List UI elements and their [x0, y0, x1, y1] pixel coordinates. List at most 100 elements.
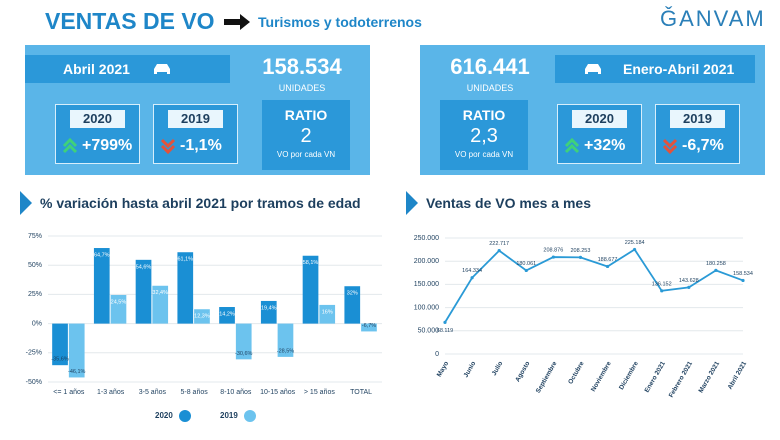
x-tick-label: 1-3 años [97, 389, 125, 396]
x-tick-label: Noviembre [590, 360, 613, 393]
comparison-change: -6,7% [682, 137, 724, 154]
point [605, 264, 610, 269]
value-label: 208.253 [571, 248, 591, 254]
bar [135, 259, 152, 324]
bar [194, 309, 210, 324]
comparison: 2019 -1,1% [153, 104, 238, 164]
comparison-year: 2020 [572, 110, 627, 128]
value-label: 180.258 [706, 261, 726, 267]
x-tick-label: Diciembre [618, 360, 640, 391]
line [444, 248, 744, 323]
ratio-note: VO por cada VN [454, 150, 514, 159]
y-tick-label: 100.000 [414, 304, 439, 311]
ratio-value: 2 [300, 125, 312, 147]
point [551, 255, 555, 259]
point [633, 247, 637, 252]
value-label: 14,2% [219, 311, 235, 317]
x-tick-label: 3-5 años [139, 389, 167, 396]
value-label: 19,4% [261, 305, 277, 311]
bar [235, 323, 252, 360]
down-icon [662, 138, 678, 155]
car-icon [585, 64, 601, 74]
bar [260, 300, 277, 324]
x-tick-label: Marzo 2021 [698, 360, 722, 394]
value-label: 188.677 [598, 257, 618, 263]
bar [219, 307, 235, 324]
ratio-label: RATIO [462, 107, 506, 123]
value-label: -28,5% [277, 348, 295, 354]
x-tick-label: Septiembre [535, 360, 559, 394]
x-tick-label: Julio [491, 360, 505, 377]
y-tick-label: -25% [26, 350, 42, 357]
units: 158.534 [262, 54, 342, 79]
point [524, 268, 528, 273]
point [470, 276, 474, 280]
bar [277, 323, 294, 357]
comparison-change: -1,1% [180, 137, 222, 154]
period-text: Enero-Abril 2021 [623, 61, 735, 77]
value-label: -35,6% [51, 357, 69, 363]
bar [110, 294, 127, 324]
comparison: 2020 +799% [55, 104, 140, 164]
point [687, 285, 691, 289]
legend-swatch [244, 410, 256, 422]
bar [361, 323, 377, 332]
point [497, 249, 501, 253]
y-tick-label: 200.000 [414, 258, 439, 265]
ratio: RATIO 2 VO por cada VN [262, 100, 350, 170]
car-icon [154, 64, 170, 74]
bar-chart: -50% -25% 0% 25% 50% 75% <= 1 años -35,6% -46,1%… [26, 233, 382, 422]
x-tick-label: 5-8 años [181, 389, 209, 396]
y-tick-label: 75% [28, 233, 42, 240]
value-label: 64,7% [94, 252, 110, 258]
chart-title: % variación hasta abril 2021 por tramos … [40, 195, 361, 211]
value-label: 32,4% [152, 290, 168, 296]
x-tick-label: Octubre [567, 360, 586, 385]
x-tick-label: TOTAL [350, 389, 372, 396]
x-tick-label: Junio [463, 360, 478, 379]
x-tick-label: Mayo [436, 360, 450, 378]
comparison-year: 2019 [670, 110, 725, 128]
legend-label: 2020 [155, 411, 173, 420]
down-icon [160, 138, 176, 155]
bar [52, 323, 68, 366]
y-tick-label: 150.000 [414, 281, 439, 288]
ratio-label: RATIO [284, 107, 328, 123]
comparison-year: 2019 [168, 110, 223, 128]
x-tick-label: Abril 2021 [727, 360, 749, 391]
subtitle: Turismos y todoterrenos [258, 14, 422, 30]
comparison-change: +799% [82, 137, 133, 154]
y-tick-label: 50.000 [418, 328, 440, 335]
x-tick-label: Febrero 2021 [668, 360, 694, 399]
value-label: 61,1% [177, 257, 193, 263]
bar [177, 252, 194, 324]
value-label: 54,6% [136, 264, 152, 270]
title-marker [20, 191, 32, 215]
x-tick-label: <= 1 años [53, 389, 85, 396]
value-label: 16% [322, 309, 333, 315]
bar [152, 285, 169, 324]
value-label: -6,7% [362, 323, 376, 329]
y-tick-label: -50% [26, 379, 42, 386]
comparison: 2019 -6,7% [655, 104, 740, 164]
value-label: -30,6% [235, 351, 253, 357]
logo: ǦANVAM [660, 6, 766, 31]
bar [302, 255, 319, 324]
units: 616.441 [450, 54, 530, 79]
legend-label: 2019 [220, 411, 238, 420]
up-icon [564, 137, 580, 154]
value-label: 32% [347, 291, 358, 297]
line-chart: 0 50.000 100.000 150.000 200.000 250.000 Mayo 6… [414, 235, 753, 399]
value-label: 136.152 [652, 281, 672, 287]
point [578, 255, 583, 259]
value-label: 58,1% [303, 260, 319, 266]
value-label: 143.628 [679, 278, 699, 284]
y-tick-label: 250.000 [414, 235, 439, 242]
value-label: -46,1% [68, 369, 86, 375]
x-tick-label: Agosto [514, 360, 531, 383]
value-label: 12,3% [194, 314, 210, 320]
bar [68, 323, 85, 378]
bar [93, 248, 110, 324]
x-tick-label: > 15 años [304, 389, 335, 396]
